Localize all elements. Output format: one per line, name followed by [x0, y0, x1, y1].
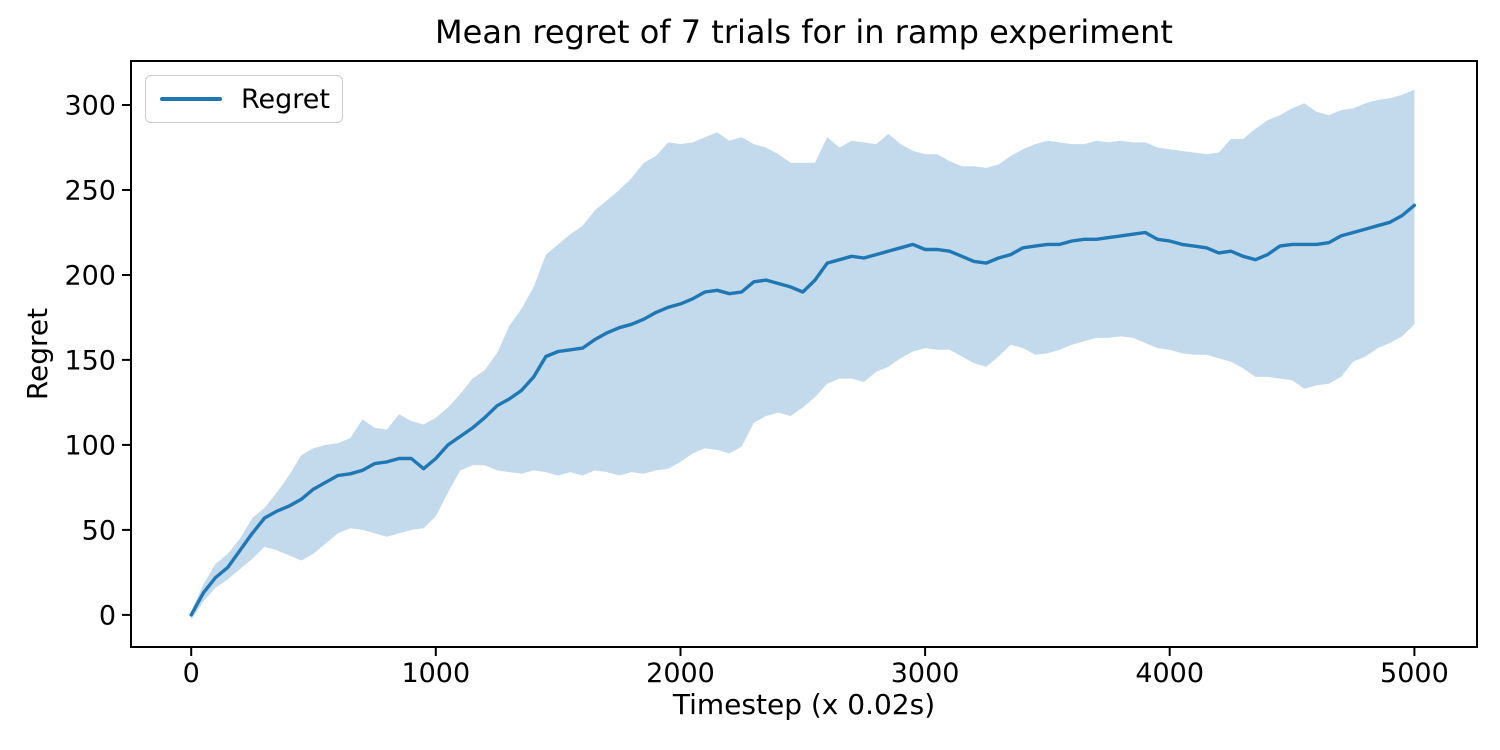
y-axis-label: Regret: [21, 307, 54, 401]
chart-title: Mean regret of 7 trials for in ramp expe…: [435, 13, 1173, 51]
y-tick-label: 300: [64, 91, 116, 122]
x-tick-label: 2000: [646, 658, 715, 689]
x-tick-label: 0: [183, 658, 200, 689]
y-tick-label: 100: [64, 430, 116, 461]
plot-border: [130, 60, 1478, 648]
y-tick-label: 200: [64, 261, 116, 292]
x-tick-label: 4000: [1135, 658, 1204, 689]
y-tick-label: 250: [64, 176, 116, 207]
y-tick-label: 0: [99, 600, 116, 631]
x-tick-label: 3000: [891, 658, 960, 689]
x-tick-label: 5000: [1380, 658, 1449, 689]
legend-line-swatch: [160, 97, 222, 101]
legend-label: Regret: [241, 83, 331, 115]
x-axis-label: Timestep (x 0.02s): [672, 688, 936, 721]
y-tick-label: 50: [82, 515, 116, 546]
confidence-band: [191, 89, 1415, 620]
y-tick-label: 150: [64, 345, 116, 376]
legend: Regret: [145, 75, 343, 123]
x-tick-label: 1000: [401, 658, 470, 689]
regret-line: [189, 203, 1417, 617]
